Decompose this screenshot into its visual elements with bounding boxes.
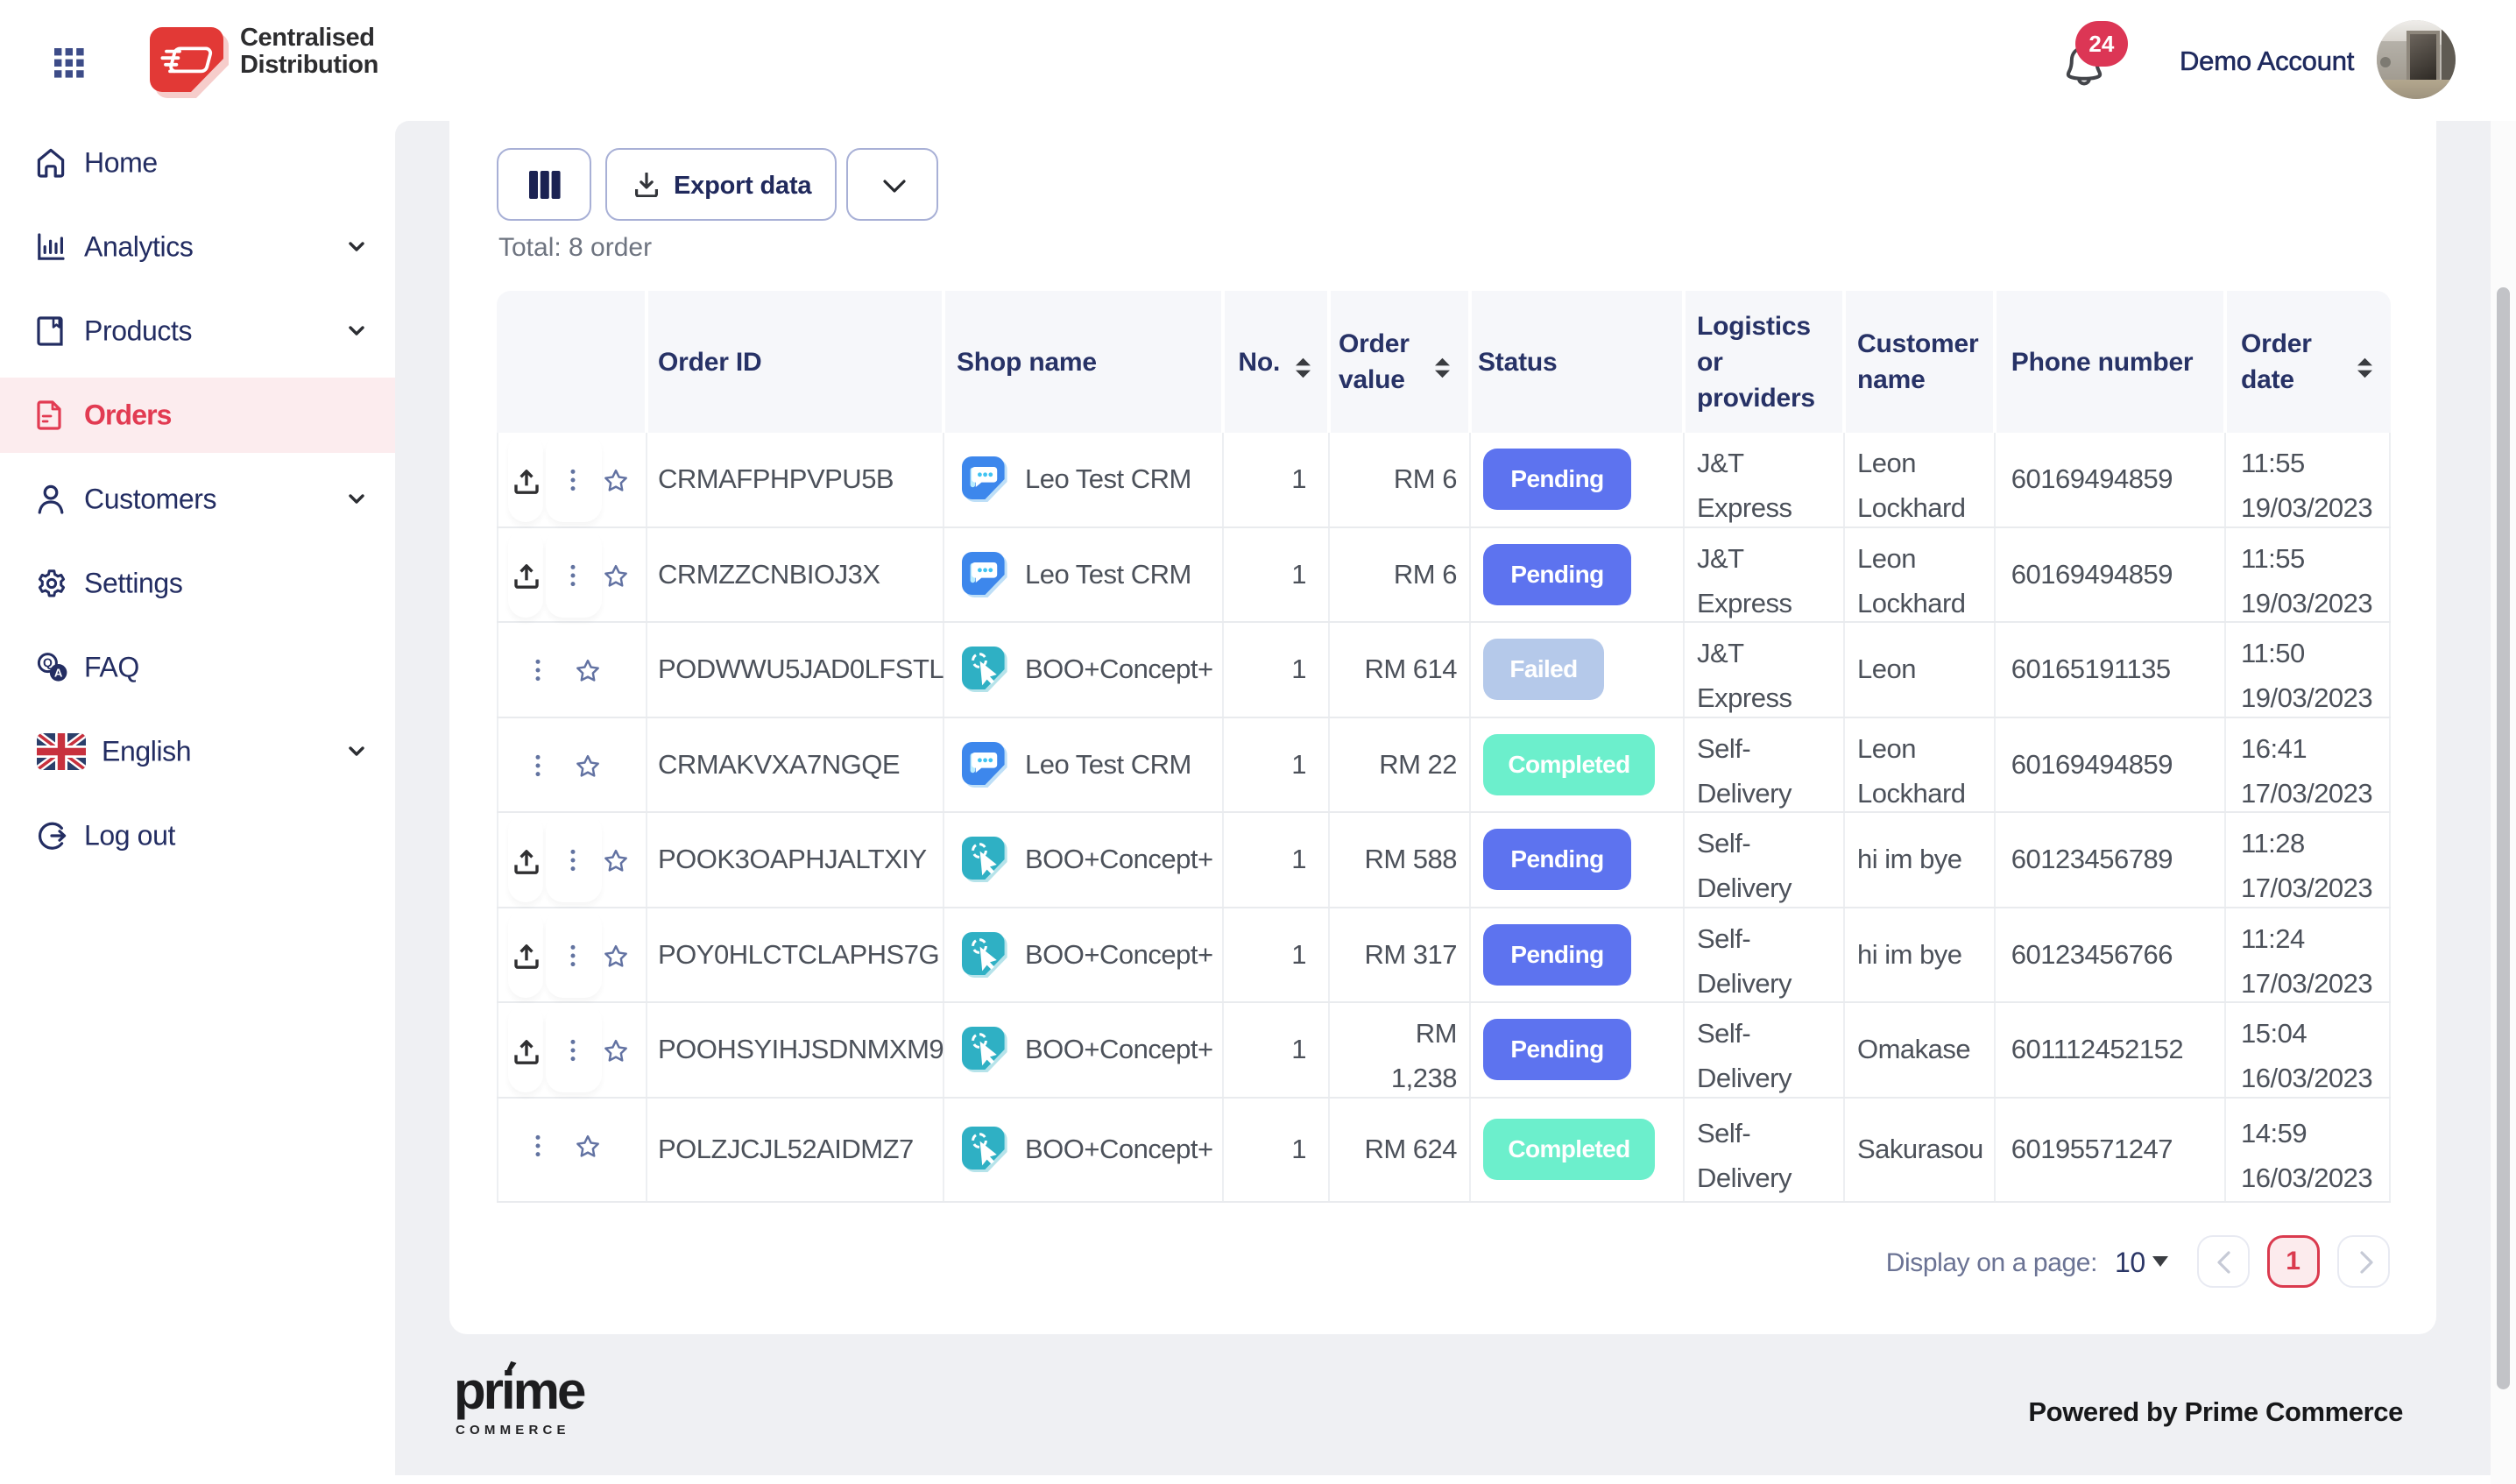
svg-text:A: A [54, 667, 63, 680]
svg-text:Q: Q [43, 655, 53, 669]
